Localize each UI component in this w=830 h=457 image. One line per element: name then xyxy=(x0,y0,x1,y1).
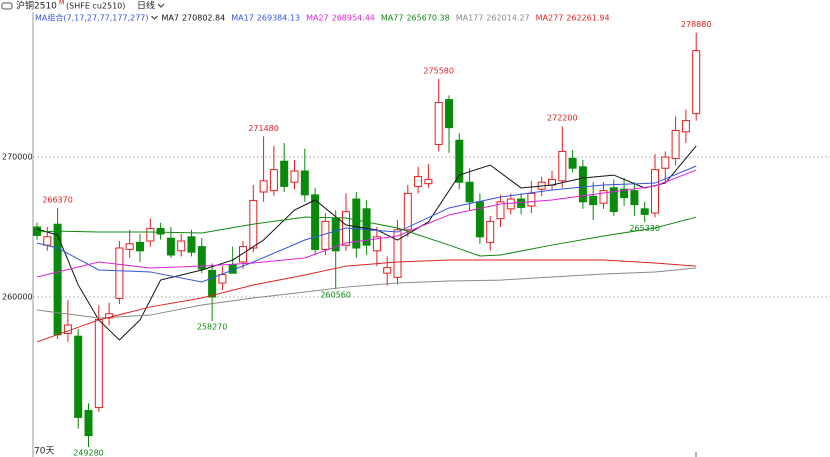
period[interactable]: 日线 xyxy=(137,0,155,12)
candle-body xyxy=(74,335,83,418)
candle-body xyxy=(640,208,649,215)
low-label: 258270 xyxy=(197,323,228,332)
legend-name: MA7 xyxy=(162,14,179,23)
candle-body xyxy=(125,243,134,250)
legend-name: MA17 xyxy=(231,14,254,23)
y-tick-label: 270000 xyxy=(2,153,33,162)
candle-body xyxy=(475,201,484,238)
candle-body xyxy=(372,236,381,252)
candle-body xyxy=(115,247,124,299)
candle-body xyxy=(486,220,495,243)
chevron xyxy=(151,15,158,20)
legend-value: 265670.38 xyxy=(406,14,449,23)
candle-body xyxy=(465,181,474,203)
exchange: (SHFE cu2510) xyxy=(66,2,125,11)
candle-body xyxy=(445,99,453,129)
candle-body xyxy=(630,190,639,206)
candle-body xyxy=(661,156,670,169)
icon[interactable] xyxy=(1,2,13,10)
legend-name: MA77 xyxy=(381,14,404,23)
high-label: 275580 xyxy=(423,66,454,75)
high-label: 278880 xyxy=(681,20,712,29)
legend-value: 268954.44 xyxy=(332,14,375,23)
candle-body xyxy=(290,170,299,183)
candle-body xyxy=(352,198,361,249)
high-label: 266370 xyxy=(42,195,73,204)
candle-body xyxy=(558,150,567,182)
candle-body xyxy=(403,192,412,231)
days: 70天 xyxy=(34,447,54,457)
candle-body xyxy=(692,50,701,115)
candle-body xyxy=(197,246,206,270)
candle-body xyxy=(156,227,165,235)
candle-body xyxy=(311,194,320,250)
low-label: 265330 xyxy=(629,224,660,233)
candle-body xyxy=(383,267,392,274)
candle-body xyxy=(424,178,433,185)
candle-body xyxy=(331,218,340,252)
ma-line xyxy=(36,145,697,341)
candle-body xyxy=(84,409,93,437)
ma-line xyxy=(36,169,697,278)
legend-value: 270802.84 xyxy=(182,14,225,23)
y-tick-label: 260000 xyxy=(2,293,33,302)
candle-body xyxy=(269,169,278,192)
candle-body xyxy=(496,201,505,220)
candle-body xyxy=(300,170,309,196)
candle-body xyxy=(671,129,680,159)
candle-body xyxy=(177,240,186,252)
candle-body xyxy=(568,157,577,169)
candle-body xyxy=(414,176,423,187)
candle-body xyxy=(620,188,629,199)
candle-body xyxy=(651,169,659,214)
candle-body xyxy=(146,227,155,242)
symbol-suffix: M xyxy=(59,0,64,7)
low-label: 260560 xyxy=(320,291,351,300)
candle-body xyxy=(218,274,227,284)
legend-value: 262014.27 xyxy=(486,14,529,23)
legend-name: MA177 xyxy=(456,14,484,23)
ma-line xyxy=(36,216,697,257)
ma-line xyxy=(36,267,697,319)
candle-body xyxy=(208,269,217,298)
ma-line xyxy=(36,165,697,283)
candle-body xyxy=(94,318,103,409)
candle-body xyxy=(43,236,52,246)
chevron[interactable] xyxy=(157,3,165,8)
candle-body xyxy=(599,190,608,204)
candle-body xyxy=(239,246,247,263)
candle-body xyxy=(321,220,330,250)
legend-name: MA277 xyxy=(536,14,564,23)
candle-body xyxy=(259,180,268,193)
symbol: 沪铜2510 xyxy=(16,0,57,12)
candle-body xyxy=(589,195,598,206)
candle-body xyxy=(187,236,196,253)
candle-body xyxy=(166,237,175,256)
candle-body xyxy=(393,229,402,278)
candle-body xyxy=(609,187,618,213)
candle-body xyxy=(33,226,41,236)
candle-body xyxy=(578,166,587,203)
candle-body xyxy=(455,139,464,183)
candle-body xyxy=(105,313,114,319)
legend-name: MA27 xyxy=(306,14,329,23)
candle-body xyxy=(362,208,371,246)
candle-body xyxy=(280,160,289,187)
low-label: 249280 xyxy=(73,449,104,457)
ma-group[interactable]: MA组合(7,17,27,77,177,277) xyxy=(35,13,149,23)
candle-body xyxy=(527,192,536,207)
ma-line xyxy=(36,259,697,343)
candle-body xyxy=(136,241,144,252)
high-label: 271480 xyxy=(248,124,279,133)
candle-body xyxy=(681,120,690,133)
candle-body xyxy=(434,101,443,145)
legend-value: 269384.13 xyxy=(257,14,300,23)
candle-body xyxy=(517,198,526,208)
high-label: 272200 xyxy=(547,114,578,123)
legend-value: 262261.94 xyxy=(566,14,609,23)
